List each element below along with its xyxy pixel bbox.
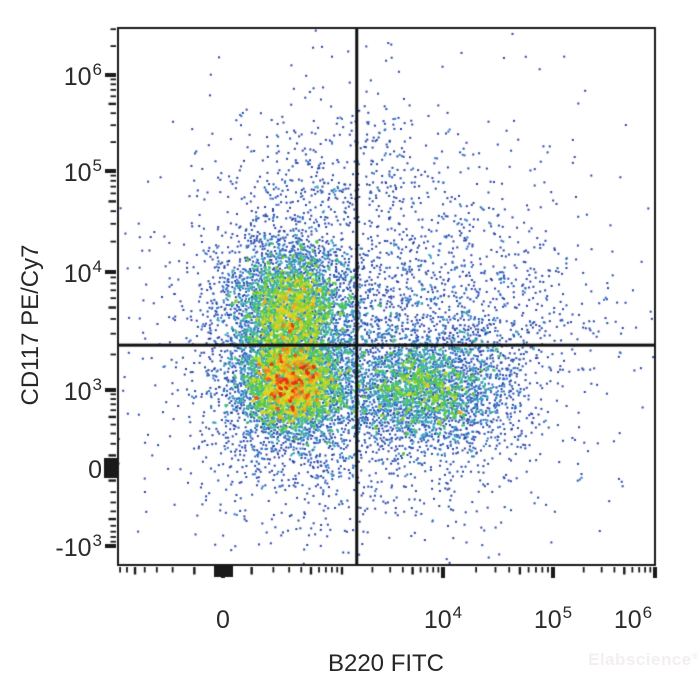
watermark-reg-mark: ® <box>691 651 699 661</box>
watermark: Elabscience® <box>588 650 699 670</box>
watermark-text: Elabscience <box>588 650 692 669</box>
x-axis-title: B220 FITC <box>327 650 445 677</box>
y-axis-title: CD117 PE/Cy7 <box>17 244 44 406</box>
